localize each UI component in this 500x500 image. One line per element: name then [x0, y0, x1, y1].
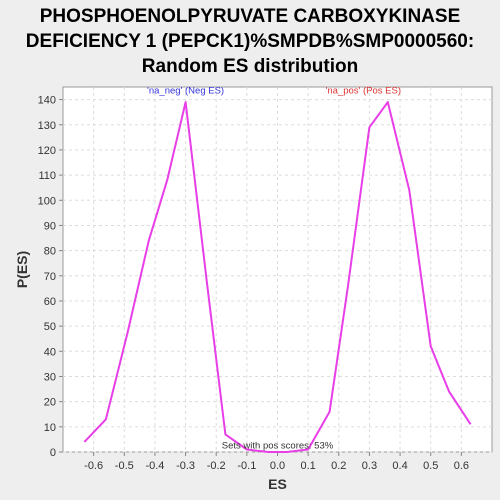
x-tick-label: 0.4: [392, 460, 407, 472]
y-tick-label: 90: [44, 220, 56, 232]
x-tick-label: -0.6: [84, 460, 103, 472]
x-tick-label: 0.1: [300, 460, 315, 472]
x-axis-ticks: -0.6 -0.5 -0.4 -0.3 -0.2 -0.1 0.0 0.1 0.2 0.3 0.4 0…: [84, 452, 469, 472]
y-tick-label: 120: [38, 145, 56, 157]
y-tick-label: 20: [44, 397, 56, 409]
series-line-1: [83, 101, 472, 453]
x-tick-label: 0.0: [270, 460, 285, 472]
y-tick-label: 40: [44, 346, 56, 358]
x-tick-label: -0.3: [176, 460, 195, 472]
gridlines: [63, 87, 492, 453]
x-tick-label: -0.5: [115, 460, 134, 472]
x-tick-label: -0.4: [145, 460, 164, 472]
y-tick-label: 30: [44, 371, 56, 383]
y-tick-label: 50: [44, 321, 56, 333]
y-tick-label: 100: [38, 195, 56, 207]
chart-title-line-2: DEFICIENCY 1 (PEPCK1)%SMPDB%SMP0000560:: [26, 31, 474, 52]
x-axis-label: ES: [268, 476, 287, 492]
y-tick-label: 0: [50, 447, 56, 459]
annotation-1: 'na_neg' (Neg ES): [147, 86, 224, 97]
x-tick-label: 0.2: [331, 460, 346, 472]
y-tick-label: 70: [44, 271, 56, 283]
x-tick-label: 0.3: [362, 460, 377, 472]
y-tick-label: 110: [38, 170, 56, 182]
y-axis-ticks: 0 10 20 30 40 50 60 70 80 90 100 110 120 130 140: [38, 95, 63, 459]
annotation-2: 'na_pos' (Pos ES): [326, 86, 401, 97]
x-tick-label: 0.5: [423, 460, 438, 472]
y-tick-label: 10: [44, 422, 56, 434]
series-group: [83, 101, 472, 453]
y-tick-label: 140: [38, 95, 56, 107]
y-tick-label: 130: [38, 120, 56, 132]
chart-title-line-3: Random ES distribution: [142, 56, 358, 77]
x-tick-label: -0.2: [207, 460, 226, 472]
y-tick-label: 60: [44, 296, 56, 308]
annotation-3: Sets with pos scores: 53%: [222, 440, 334, 451]
chart-title: PHOSPHOENOLPYRUVATE CARBOXYKINASE DEFICIE…: [26, 6, 474, 77]
y-tick-label: 80: [44, 246, 56, 258]
x-tick-label: 0.6: [454, 460, 469, 472]
annotations: 'na_neg' (Neg ES) 'na_pos' (Pos ES) Sets w…: [147, 86, 401, 452]
y-axis-label: P(ES): [14, 251, 30, 288]
chart-title-line-1: PHOSPHOENOLPYRUVATE CARBOXYKINASE: [40, 6, 461, 27]
x-tick-label: -0.1: [237, 460, 256, 472]
